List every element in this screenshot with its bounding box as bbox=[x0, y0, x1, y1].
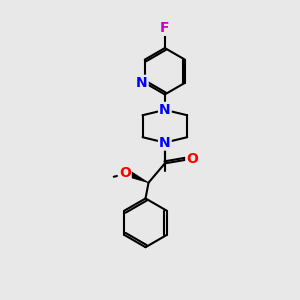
Text: O: O bbox=[119, 166, 131, 180]
Text: F: F bbox=[160, 21, 170, 35]
Text: O: O bbox=[186, 152, 198, 166]
Text: N: N bbox=[159, 103, 171, 117]
Text: N: N bbox=[136, 76, 148, 90]
Polygon shape bbox=[129, 172, 148, 183]
Text: N: N bbox=[159, 136, 171, 150]
